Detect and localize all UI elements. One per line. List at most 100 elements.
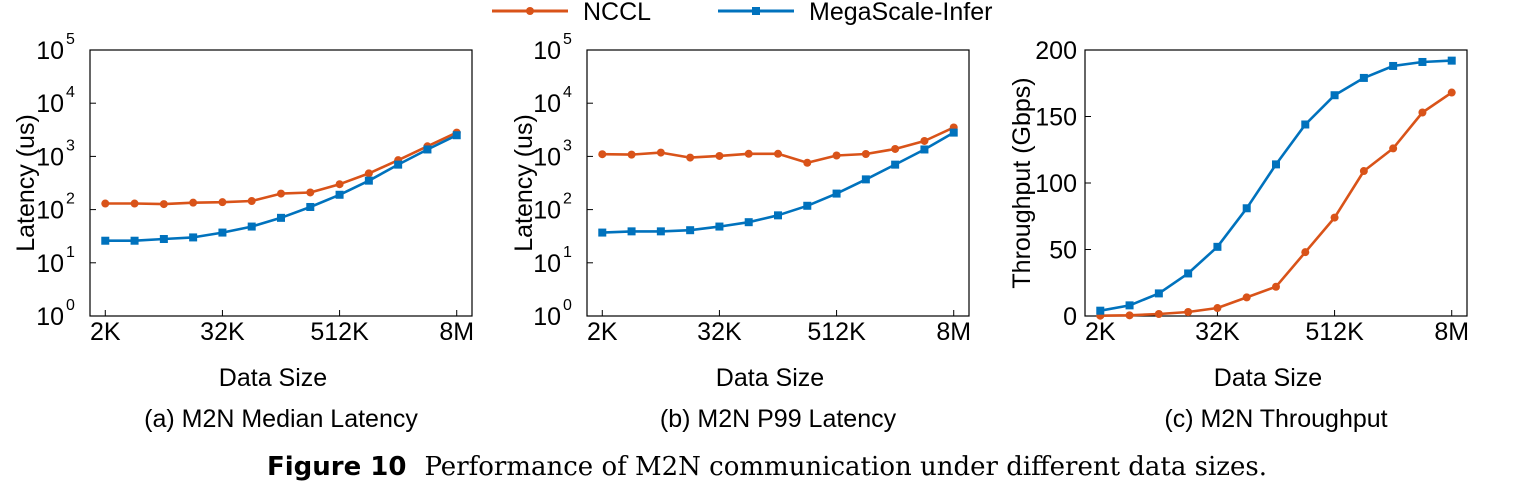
- y-tick-label: 10: [36, 143, 64, 171]
- x-tick-label: 32K: [200, 318, 245, 346]
- data-point-megascale-infer: [1301, 120, 1310, 129]
- data-point-megascale-infer: [891, 160, 900, 169]
- y-tick-exponent: 0: [563, 297, 572, 314]
- data-point-megascale-infer: [1154, 289, 1163, 298]
- y-tick-exponent: 2: [66, 191, 75, 208]
- data-point-megascale-infer: [452, 131, 461, 140]
- data-point-megascale-infer: [1213, 242, 1222, 251]
- y-tick-exponent: 5: [66, 31, 75, 48]
- chart-panel-2: 2K 32K 512K 8M 0 50 100 150 200 Data Size Throughp…: [1008, 37, 1469, 392]
- data-point-megascale-infer: [306, 202, 315, 211]
- y-tick-exponent: 1: [66, 244, 75, 261]
- legend-label-nccl: NCCL: [583, 0, 651, 26]
- y-tick-exponent: 3: [563, 137, 572, 154]
- y-tick-label: 10: [533, 250, 561, 278]
- series-line-megascale-infer: [1100, 59, 1452, 312]
- data-point-megascale-infer: [1125, 301, 1134, 310]
- data-point-nccl: [1330, 213, 1339, 222]
- data-point-nccl: [627, 150, 636, 159]
- data-point-megascale-infer: [774, 211, 782, 220]
- plot-frame: [586, 49, 970, 317]
- data-point-nccl: [130, 199, 139, 208]
- y-tick-label: 10: [533, 37, 561, 65]
- y-tick-label: 100: [1035, 170, 1077, 198]
- data-point-megascale-infer: [394, 160, 403, 169]
- y-tick-label: 10: [36, 303, 64, 331]
- subcaption-c: (c) M2N Throughput: [1164, 405, 1387, 433]
- x-tick-label: 512K: [807, 318, 866, 346]
- data-point-megascale-infer: [949, 128, 958, 137]
- data-point-megascale-infer: [744, 218, 753, 227]
- data-point-nccl: [1389, 144, 1398, 153]
- data-point-megascale-infer: [1330, 91, 1339, 100]
- data-point-megascale-infer: [1418, 57, 1427, 66]
- figure-caption-text: Performance of M2N communication under d…: [424, 452, 1267, 482]
- data-point-megascale-infer: [1242, 204, 1251, 213]
- data-point-megascale-infer: [1389, 61, 1398, 70]
- data-point-nccl: [861, 149, 870, 158]
- x-tick-label: 8M: [936, 318, 971, 346]
- y-tick-exponent: 3: [66, 137, 75, 154]
- data-point-megascale-infer: [1447, 56, 1456, 65]
- data-point-nccl: [1184, 308, 1193, 317]
- data-point-nccl: [1447, 88, 1456, 97]
- y-tick-exponent: 2: [563, 191, 572, 208]
- y-axis-label: Throughput (Gbps): [1008, 77, 1036, 288]
- figure-number: Figure 10: [267, 452, 406, 482]
- y-tick-label: 200: [1035, 37, 1077, 65]
- figure-caption: Figure 10 Performance of M2N communicati…: [267, 452, 1267, 482]
- data-point-nccl: [335, 180, 344, 189]
- subcaption-b: (b) M2N P99 Latency: [660, 405, 897, 433]
- subcaption-a: (a) M2N Median Latency: [144, 405, 418, 433]
- data-point-nccl: [306, 188, 315, 197]
- series-line-megascale-infer: [105, 134, 458, 242]
- y-tick-exponent: 1: [563, 244, 572, 261]
- y-tick-label: 10: [533, 303, 561, 331]
- y-tick-exponent: 0: [66, 297, 75, 314]
- y-tick-label: 10: [36, 250, 64, 278]
- data-point-nccl: [598, 150, 607, 159]
- x-axis-label: Data Size: [219, 364, 327, 392]
- data-point-megascale-infer: [101, 236, 110, 245]
- data-point-nccl: [218, 198, 227, 207]
- data-point-megascale-infer: [598, 228, 607, 237]
- y-tick-label: 50: [1049, 237, 1077, 265]
- data-point-megascale-infer: [189, 233, 198, 242]
- y-axis-label: Latency (us): [510, 114, 538, 252]
- data-point-nccl: [1154, 310, 1163, 319]
- plot-frame: [1084, 49, 1468, 317]
- data-point-megascale-infer: [920, 145, 929, 154]
- x-tick-label: 2K: [1085, 318, 1116, 346]
- legend-label-megascale: MegaScale-Infer: [809, 0, 992, 26]
- x-axis-label: Data Size: [716, 364, 824, 392]
- y-tick-label: 10: [533, 197, 561, 225]
- data-point-megascale-infer: [277, 213, 285, 222]
- data-point-nccl: [277, 189, 285, 198]
- data-point-nccl: [832, 151, 841, 160]
- data-point-nccl: [715, 151, 724, 160]
- data-point-nccl: [744, 149, 753, 158]
- y-tick-label: 10: [533, 143, 561, 171]
- legend-marker-megascale: [752, 7, 760, 15]
- data-point-nccl: [1242, 293, 1251, 302]
- y-tick-exponent: 5: [563, 31, 572, 48]
- y-tick-label: 10: [36, 90, 64, 118]
- data-point-nccl: [1272, 282, 1280, 291]
- data-point-nccl: [656, 148, 665, 157]
- data-point-megascale-infer: [627, 227, 636, 236]
- data-point-megascale-infer: [1272, 160, 1280, 169]
- data-point-megascale-infer: [159, 235, 168, 244]
- data-point-nccl: [1213, 304, 1222, 313]
- data-point-megascale-infer: [364, 176, 373, 185]
- legend-marker-nccl: [526, 7, 534, 15]
- x-tick-label: 512K: [310, 318, 369, 346]
- x-tick-label: 2K: [587, 318, 618, 346]
- y-tick-label: 150: [1035, 104, 1077, 132]
- y-tick-label: 10: [36, 37, 64, 65]
- data-point-megascale-infer: [335, 190, 344, 199]
- data-point-nccl: [891, 144, 900, 153]
- data-point-nccl: [1359, 167, 1368, 176]
